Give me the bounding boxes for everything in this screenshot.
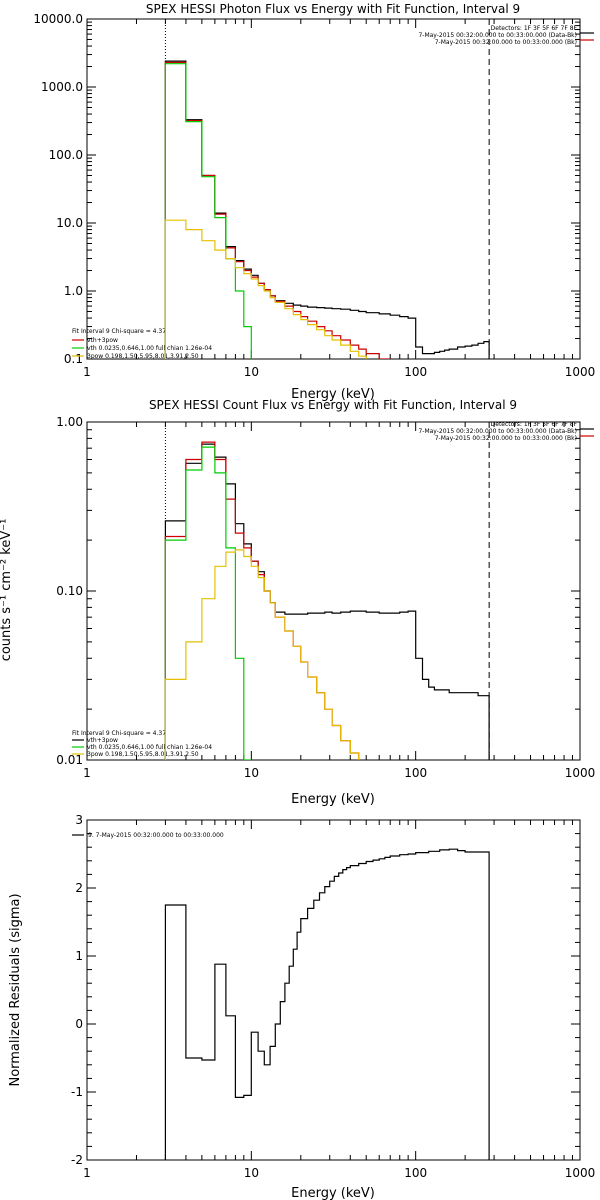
residuals-series-9-7-may-2015-00-32-00-000-to-00-33-00-000 — [164, 848, 490, 1160]
photon-fit-title: Fit Interval 9 Chi-square = 4.37 — [72, 328, 166, 335]
count-chart-title: SPEX HESSI Count Flux vs Energy with Fit… — [149, 398, 517, 412]
photon-y-tick-label: 1.0 — [64, 284, 83, 298]
photon-y-tick-label: 100.0 — [49, 148, 83, 162]
residuals-x-tick-label: 10 — [244, 1166, 259, 1180]
photon-series-vth — [164, 63, 259, 359]
count-y-tick-label: 1.00 — [56, 415, 83, 429]
count-y-axis-label: counts s⁻¹ cm⁻² keV⁻¹ — [0, 519, 14, 662]
photon-x-tick-label: 100 — [404, 365, 427, 379]
count-series-vth — [164, 446, 252, 760]
photon-fit-line-0: vth+3pow — [87, 337, 118, 344]
photon-fit-line-2: 3pow 0.198,1.50,5.95,8.01,3.91,2.50 — [87, 353, 199, 360]
count-fit-line-0: vth+3pow — [87, 737, 118, 744]
residuals-x-axis-label: Energy (keV) — [291, 1186, 375, 1200]
photon-flux-panel: SPEX HESSI Photon Flux vs Energy with Fi… — [33, 2, 595, 402]
photon-x-tick-label: 1000 — [565, 365, 596, 379]
photon-header-line-0: Detectors: 1F 3F 5F 6F 7F 8F — [491, 25, 578, 32]
photon-fit-line-1: vth 0.0235,0.646,1.00 full chian 1.26e-0… — [87, 345, 212, 352]
count-y-tick-label: 0.10 — [56, 584, 83, 598]
count-fit-title: Fit Interval 9 Chi-square = 4.37 — [72, 730, 166, 737]
residuals-y-tick-label: -2 — [71, 1153, 83, 1167]
residuals-y-tick-label: -1 — [71, 1085, 83, 1099]
count-fit-line-2: 3pow 0.198,1.50,5.95,8.01,3.91,2.50 — [87, 751, 199, 758]
residuals-x-tick-label: 1000 — [565, 1166, 596, 1180]
photon-y-tick-label: 10000.0 — [33, 12, 83, 26]
count-x-tick-label: 100 — [404, 766, 427, 780]
count-x-axis-label: Energy (keV) — [291, 792, 375, 807]
residuals-plot-frame — [86, 819, 581, 1161]
count-header-line-1: 7-May-2015 00:32:00.000 to 00:33:00.000 … — [418, 428, 577, 435]
photon-chart-title: SPEX HESSI Photon Flux vs Energy with Fi… — [146, 2, 520, 16]
residuals-x-tick-label: 1 — [83, 1166, 91, 1180]
photon-y-tick-label: 10.0 — [56, 216, 83, 230]
count-x-tick-label: 1000 — [565, 766, 596, 780]
count-flux-panel: SPEX HESSI Count Flux vs Energy with Fit… — [0, 398, 595, 807]
count-series-3pow — [164, 549, 360, 760]
residuals-y-tick-label: 1 — [75, 949, 83, 963]
count-x-tick-label: 10 — [244, 766, 259, 780]
count-x-tick-label: 1 — [83, 766, 91, 780]
photon-header-line-1: 7-May-2015 00:32:00.000 to 00:33:00.000 … — [418, 32, 577, 39]
photon-series-vth-3pow — [164, 61, 391, 359]
photon-plot-frame — [86, 18, 581, 360]
photon-y-tick-label: 0.1 — [64, 352, 83, 366]
photon-x-axis-label: Energy (keV) — [291, 387, 375, 402]
count-header-line-0: Detectors: 1F 3F 5F 6F 7F 8F — [491, 421, 578, 428]
photon-y-tick-label: 1000.0 — [41, 80, 83, 94]
residuals-panel: 9. 7-May-2015 00:32:00.000 to 00:33:00.0… — [8, 813, 595, 1200]
residuals-y-tick-label: 2 — [75, 881, 83, 895]
count-fit-line-1: vth 0.0235,0.646,1.00 full chian 1.26e-0… — [87, 744, 212, 751]
residuals-y-tick-label: 3 — [75, 813, 83, 827]
count-series-data — [164, 443, 490, 760]
residuals-legend-label: 9. 7-May-2015 00:32:00.000 to 00:33:00.0… — [88, 832, 224, 839]
residuals-y-tick-label: 0 — [75, 1017, 83, 1031]
residuals-y-axis-label: Normalized Residuals (sigma) — [8, 893, 23, 1086]
count-header-line-2: 7-May-2015 00:32:00.000 to 00:33:00.000 … — [435, 435, 577, 442]
count-y-tick-label: 0.01 — [56, 753, 83, 767]
photon-x-tick-label: 10 — [244, 365, 259, 379]
photon-x-tick-label: 1 — [83, 365, 91, 379]
residuals-x-tick-label: 100 — [404, 1166, 427, 1180]
photon-series-3pow — [164, 219, 380, 359]
photon-header-line-2: 7-May-2015 00:32:00.000 to 00:33:00.000 … — [435, 39, 577, 46]
